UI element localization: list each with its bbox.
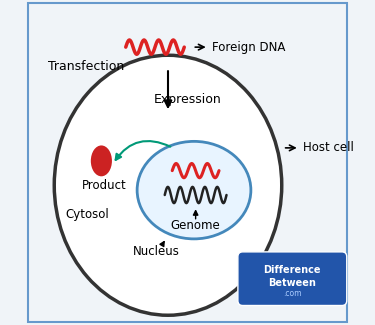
FancyBboxPatch shape [238,252,347,306]
Text: Difference: Difference [263,265,321,275]
Text: Product: Product [82,179,127,192]
Text: Genome: Genome [171,219,220,232]
Ellipse shape [54,55,282,315]
Ellipse shape [137,141,251,239]
Text: Host cell: Host cell [303,141,354,154]
Text: Cytosol: Cytosol [65,208,109,221]
Text: Foreign DNA: Foreign DNA [212,41,285,54]
Text: Between: Between [268,278,316,288]
Ellipse shape [91,146,112,176]
Text: Expression: Expression [154,93,221,106]
Text: .com: .com [283,289,302,298]
Text: Nucleus: Nucleus [133,245,180,258]
Text: Transfection: Transfection [48,60,124,73]
